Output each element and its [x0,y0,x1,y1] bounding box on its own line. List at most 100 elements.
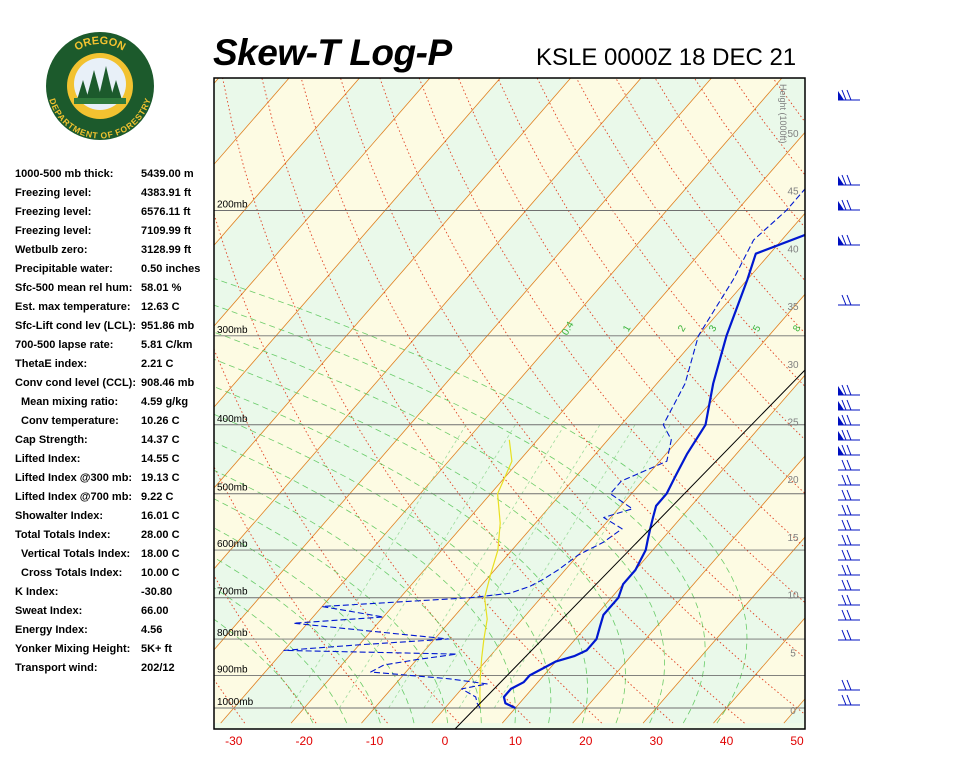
stat-row: Sfc-Lift cond lev (LCL): 951.86 mb [15,320,215,339]
dry-adiabat [379,78,805,659]
stat-row: Sweat Index: 66.00 [15,605,215,624]
sounding-indices: 1000-500 mb thick: 5439.00 m Freezing leve… [15,168,215,681]
stat-row: Energy Index: 4.56 [15,624,215,643]
stat-row: Lifted Index: 14.55 C [15,453,215,472]
stat-label: Lifted Index: [15,453,81,465]
stat-label: Lifted Index @700 mb: [15,491,133,503]
stat-value: -30.80 [141,586,173,598]
x-tick-label: 30 [650,734,664,748]
stat-label: Conv cond level (CCL): [15,377,137,389]
barb-feather [841,474,847,486]
x-tick-label: 10 [509,734,523,748]
dry-adiabat [300,78,745,724]
stat-label: Cross Totals Index: [21,567,123,579]
stat-row: Showalter Index: 16.01 C [15,510,215,529]
isotherm-band [214,78,782,724]
dewpoint-trace [283,188,805,709]
stat-label: 1000-500 mb thick: [15,168,114,180]
stat-row: Conv temperature: 10.26 C [15,415,215,434]
barb-feather [846,474,852,486]
wind-barb [838,549,860,561]
temperature-trace [502,233,805,709]
x-tick-label: -10 [366,734,384,748]
dry-adiabat [214,347,460,724]
svg-text:OREGON: OREGON [73,35,128,54]
stat-row: Est. max temperature: 12.63 C [15,301,215,320]
oregon-forestry-logo: OREGON DEPARTMENT OF FORESTRY [46,32,154,140]
barb-feather [841,679,847,691]
height-tick-label: 50 [787,129,799,140]
mixing-ratio-line [458,424,636,709]
stat-value: 14.37 C [141,434,180,446]
stat-label: Freezing level: [15,225,92,237]
stat-value: 16.01 C [141,510,180,522]
stat-label: Energy Index: [15,624,88,636]
moist-adiabat [214,469,482,724]
stat-value: 908.46 mb [141,377,195,389]
isobars: 200mb 300mb 400mb 500mb 600mb 700mb 800mb 900mb… [214,200,805,709]
stat-value: 3128.99 ft [141,244,192,256]
barb-feather [846,564,852,576]
barb-flag [838,416,844,425]
mixing-ratio-line [423,424,601,709]
moist-adiabat [214,618,314,724]
moist-adiabat [214,304,706,724]
barb-feather [841,579,847,591]
isotherm-line [290,131,805,724]
temperature-bands [214,78,805,729]
pressure-label: 500mb [217,483,248,494]
barb-feather [841,594,847,606]
barb-feather [841,294,847,306]
stat-row: 1000-500 mb thick: 5439.00 m [15,168,215,187]
logo-top-text: OREGON [73,35,128,54]
stat-row: Wetbulb zero: 3128.99 ft [15,244,215,263]
barb-feather [841,429,847,441]
wind-barb [838,679,860,691]
stat-value: 2.21 C [141,358,174,370]
isotherm-line [220,78,783,724]
wind-barb [838,459,860,471]
barb-feather [846,594,852,606]
mixing-ratio-line [339,424,516,709]
barb-feather [846,519,852,531]
pressure-label: 900mb [217,664,248,675]
stat-label: K Index: [15,586,59,598]
height-tick-label: 0 [790,706,796,717]
stat-row: Transport wind: 202/12 [15,662,215,681]
moist-adiabat [214,331,665,724]
isotherm-line [642,536,805,724]
isotherm-band [783,698,805,724]
dry-adiabat [418,78,805,604]
barb-feather [846,294,852,306]
barb-feather [846,199,852,211]
height-tick-label: 40 [787,244,799,255]
barb-feather [846,629,852,641]
height-tick-label: 15 [787,533,799,544]
moist-adiabat [214,278,748,724]
barb-flag [838,201,844,210]
stat-label: Est. max temperature: [15,301,131,313]
barb-feather [846,444,852,456]
mixing-ratio-label: 5 [751,323,764,334]
barb-feather [846,384,852,396]
stat-value: 5.81 C/km [141,339,193,351]
stat-label: Sfc-500 mean rel hum: [15,282,133,294]
barb-feather [841,459,847,471]
wind-barb [838,504,860,516]
stat-row: Cap Strength: 14.37 C [15,434,215,453]
mixing-ratio-line [289,424,467,709]
pressure-label: 200mb [217,200,248,211]
stat-label: Mean mixing ratio: [21,396,119,408]
mixing-ratio-label: 2 [676,323,689,334]
barb-feather [841,629,847,641]
stat-row: Yonker Mixing Height: 5K+ ft [15,643,215,662]
barb-flag [838,176,844,185]
isotherm-line [214,78,431,327]
isotherm-line [572,455,805,724]
barb-feather [841,609,847,621]
isotherm-line [214,78,501,408]
stat-label: Transport wind: [15,662,98,674]
stat-label: 700-500 lapse rate: [15,339,114,351]
stat-row: Freezing level: 7109.99 ft [15,225,215,244]
